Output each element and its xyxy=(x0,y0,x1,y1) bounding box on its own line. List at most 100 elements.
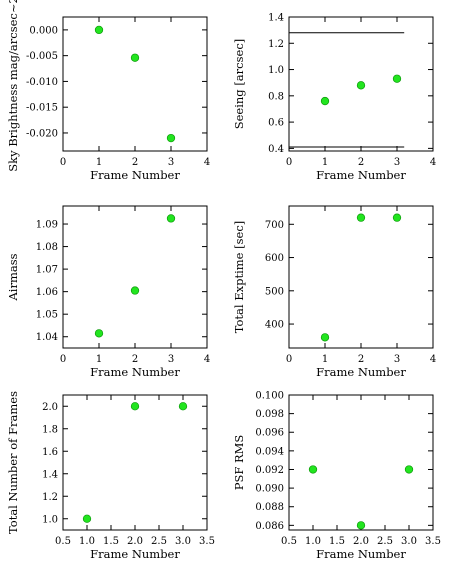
y-tick-label: 600 xyxy=(265,253,284,264)
y-tick-label: 0.8 xyxy=(268,91,284,102)
x-tick-label: 3.0 xyxy=(175,536,191,547)
y-tick-label: 1.07 xyxy=(36,265,58,276)
panel-4: 0 1 2 3 4 400 500 600 700 Frame Number Total Expti… xyxy=(232,205,436,379)
y-tick-label: 1.6 xyxy=(42,447,58,458)
x-axis-title: Frame Number xyxy=(316,365,406,379)
y-tick-label: 0.090 xyxy=(255,484,284,495)
y-tick-label: 1.8 xyxy=(42,424,58,435)
x-tick-label: 4 xyxy=(430,354,436,365)
data-point xyxy=(166,133,176,143)
x-tick-label: 1 xyxy=(96,354,102,365)
data-point xyxy=(404,465,414,474)
data-point xyxy=(356,521,366,530)
y-tick-label: 1.04 xyxy=(36,332,58,343)
x-tick-label: 4 xyxy=(430,157,436,168)
x-tick-label: 1.5 xyxy=(329,536,345,547)
x-tick-label: 2.0 xyxy=(127,536,143,547)
data-point xyxy=(320,333,330,342)
x-tick-label: 3 xyxy=(168,354,174,365)
y-tick-label: 1.2 xyxy=(42,492,58,503)
x-axis-title: Frame Number xyxy=(316,547,406,561)
y-tick-label: 0.086 xyxy=(255,521,284,532)
x-tick-label: 0 xyxy=(60,157,66,168)
y-axis-title: Seeing [arcsec] xyxy=(232,39,246,130)
panel-1: 0 1 2 3 4 0.000 -0.005 -0.010 -0.015 -0.020 Frame … xyxy=(6,0,210,182)
x-tick-label: 1.0 xyxy=(305,536,321,547)
y-axis-title: Airmass xyxy=(6,253,20,301)
x-tick-label: 4 xyxy=(204,157,210,168)
y-tick-label: 1.09 xyxy=(36,220,58,231)
x-axis-title: Frame Number xyxy=(90,168,180,182)
plot-frame xyxy=(62,16,208,152)
y-tick-label: 1.08 xyxy=(36,242,58,253)
y-tick-label: 0.6 xyxy=(268,118,284,129)
data-point xyxy=(94,329,104,338)
data-point xyxy=(356,81,366,90)
x-tick-label: 1 xyxy=(322,354,328,365)
data-point xyxy=(320,96,330,106)
data-point xyxy=(166,214,176,223)
y-axis-title: Sky Brightness mag/arcsec~2 xyxy=(6,0,20,172)
panel-3: 0 1 2 3 4 1.04 1.05 1.06 1.07 1.08 1.09 Frame Numbe… xyxy=(6,205,210,379)
x-tick-label: 0 xyxy=(286,354,292,365)
y-tick-label: 1.2 xyxy=(268,39,284,50)
x-tick-label: 3.5 xyxy=(425,536,441,547)
data-point xyxy=(308,465,318,474)
plot-frame xyxy=(62,394,208,531)
x-tick-label: 0 xyxy=(286,157,292,168)
x-tick-label: 2 xyxy=(132,354,138,365)
x-tick-label: 0 xyxy=(60,354,66,365)
x-axis-title: Frame Number xyxy=(90,547,180,561)
x-axis-title: Frame Number xyxy=(316,168,406,182)
data-point xyxy=(356,213,366,222)
y-tick-label: 1.06 xyxy=(36,287,58,298)
data-point xyxy=(82,514,92,523)
x-tick-label: 2 xyxy=(358,354,364,365)
y-tick-label: 0.098 xyxy=(255,409,284,420)
x-tick-label: 1 xyxy=(322,157,328,168)
panel-2: 0 1 2 3 4 0.4 0.6 0.8 1.0 1.2 1.4 Frame Number Seein… xyxy=(232,13,436,183)
x-tick-label: 3 xyxy=(168,157,174,168)
y-tick-label: 1.0 xyxy=(268,65,284,76)
y-axis-title: Total Exptime [sec] xyxy=(232,221,246,334)
y-tick-label: 0.100 xyxy=(255,391,284,402)
plot-frame xyxy=(288,394,434,531)
plot-frame xyxy=(62,205,208,349)
y-tick-label: -0.010 xyxy=(26,77,58,88)
y-axis-title: Total Number of Frames xyxy=(6,391,20,534)
y-tick-label: 500 xyxy=(265,286,284,297)
y-tick-label: -0.020 xyxy=(26,128,58,139)
y-tick-label: 1.0 xyxy=(42,514,58,525)
data-point xyxy=(392,213,402,222)
y-tick-label: 0.4 xyxy=(268,144,284,155)
data-point xyxy=(130,53,140,62)
y-tick-label: 0.096 xyxy=(255,428,284,439)
x-tick-label: 3.5 xyxy=(199,536,215,547)
x-tick-label: 1.5 xyxy=(103,536,119,547)
y-tick-label: 700 xyxy=(265,220,284,231)
data-point xyxy=(130,402,140,411)
y-tick-label: 0.000 xyxy=(29,25,58,36)
plot-frame xyxy=(288,205,434,349)
x-tick-label: 3 xyxy=(394,157,400,168)
y-tick-label: 0.088 xyxy=(255,502,284,513)
x-tick-label: 2 xyxy=(132,157,138,168)
panel-6: 0.5 1.0 1.5 2.0 2.5 3.0 3.5 0.086 0.088 0.090 0.09… xyxy=(232,391,441,562)
x-tick-label: 1 xyxy=(96,157,102,168)
y-tick-label: 1.05 xyxy=(36,310,58,321)
x-axis-title: Frame Number xyxy=(90,365,180,379)
data-point xyxy=(178,402,188,411)
y-tick-label: 400 xyxy=(265,320,284,331)
x-tick-label: 2.5 xyxy=(377,536,393,547)
x-tick-label: 2 xyxy=(358,157,364,168)
y-axis-title: PSF RMS xyxy=(232,435,246,491)
y-tick-label: -0.015 xyxy=(26,103,58,114)
x-tick-label: 0.5 xyxy=(55,536,71,547)
data-point xyxy=(94,25,104,35)
data-point xyxy=(392,74,402,83)
panel-5: 0.5 1.0 1.5 2.0 2.5 3.0 3.51.01.21.41.61.82.0F… xyxy=(6,391,215,561)
x-tick-label: 1.0 xyxy=(79,536,95,547)
x-tick-label: 4 xyxy=(204,354,210,365)
y-tick-label: 0.092 xyxy=(255,465,284,476)
